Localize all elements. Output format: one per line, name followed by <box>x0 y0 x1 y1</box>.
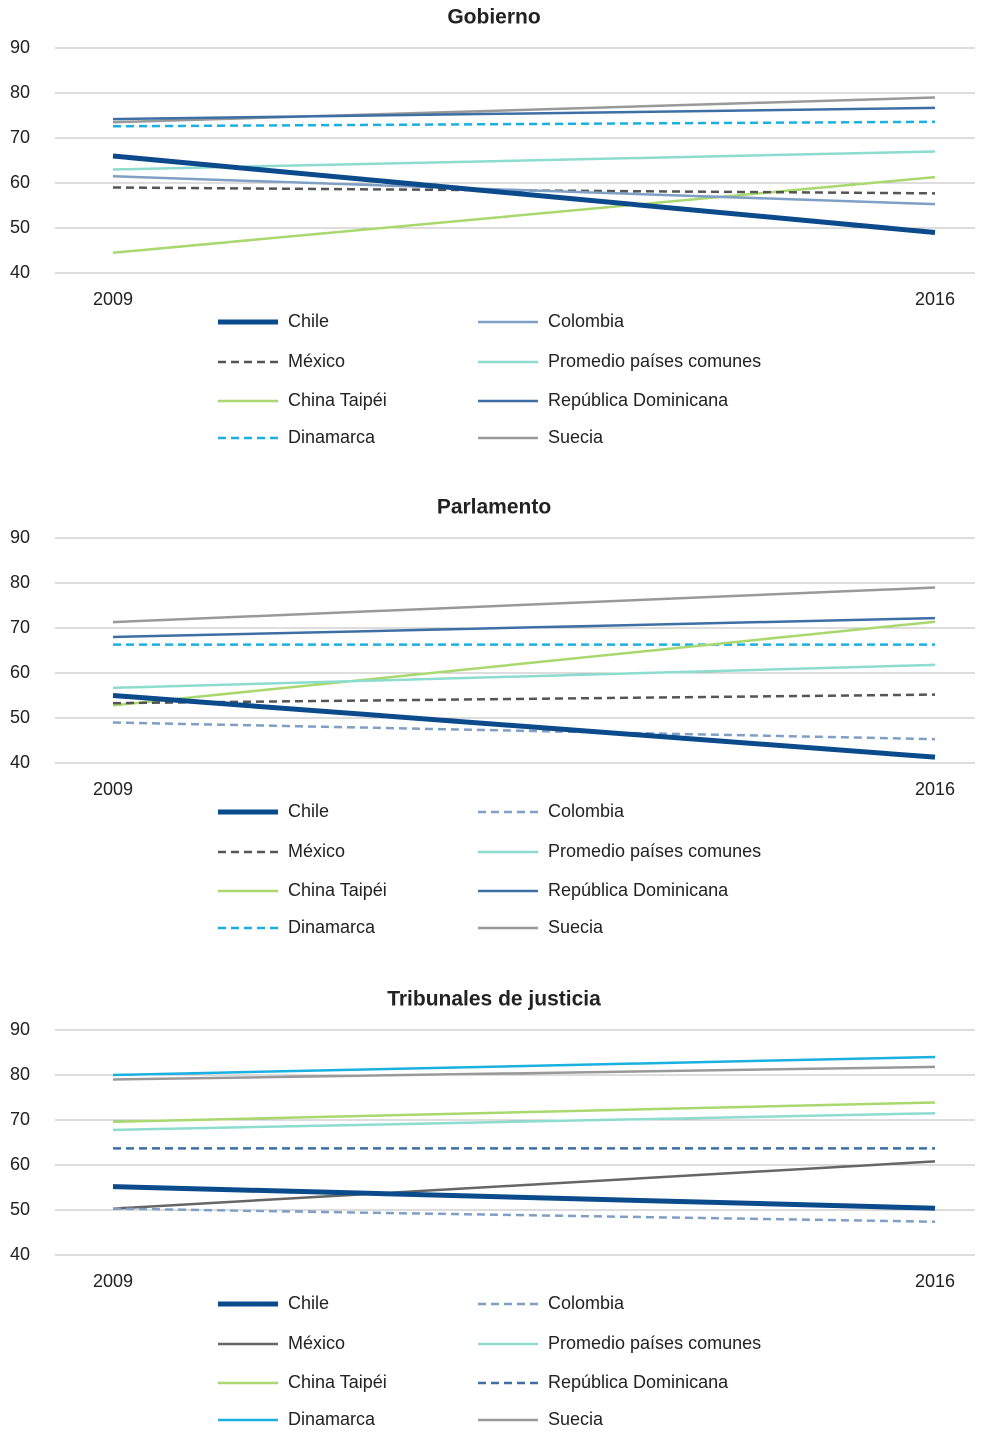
y-tick-label: 50 <box>10 707 30 727</box>
series-line <box>112 721 936 741</box>
series-line <box>112 1112 936 1132</box>
y-tick-label: 60 <box>10 1154 30 1174</box>
x-tick-label: 2009 <box>93 289 133 309</box>
legend-label: Colombia <box>548 311 625 331</box>
series-line <box>112 1101 936 1124</box>
chart-title: Gobierno <box>447 6 540 29</box>
series-line <box>112 106 936 121</box>
legend-label: China Taipéi <box>288 390 387 410</box>
series-line <box>112 586 936 624</box>
series-line <box>112 616 936 639</box>
legend-label: Suecia <box>548 1409 604 1429</box>
legend-label: Chile <box>288 801 329 821</box>
series-line <box>112 1160 936 1210</box>
series-line <box>112 120 936 128</box>
series-line <box>112 1207 936 1223</box>
legend-label: Colombia <box>548 801 625 821</box>
legend-label: Dinamarca <box>288 427 376 447</box>
x-tick-label: 2016 <box>915 289 955 309</box>
series-line <box>112 693 936 760</box>
legend-label: República Dominicana <box>548 390 729 410</box>
series-line <box>112 1055 936 1077</box>
legend-label: Colombia <box>548 1293 625 1313</box>
chart-title: Parlamento <box>437 496 551 519</box>
legend-label: Promedio países comunes <box>548 1333 761 1353</box>
legend-label: Dinamarca <box>288 1409 376 1429</box>
y-tick-label: 60 <box>10 662 30 682</box>
series-line <box>112 693 936 705</box>
series-line <box>112 175 936 206</box>
legend-label: México <box>288 1333 345 1353</box>
y-tick-label: 70 <box>10 1109 30 1129</box>
y-tick-label: 80 <box>10 1064 30 1084</box>
chart-title: Tribunales de justicia <box>387 988 601 1011</box>
legend-label: República Dominicana <box>548 880 729 900</box>
series-line <box>112 1065 936 1081</box>
legend-label: Dinamarca <box>288 917 376 937</box>
x-tick-label: 2009 <box>93 1271 133 1291</box>
y-tick-label: 40 <box>10 262 30 282</box>
legend-label: Chile <box>288 1293 329 1313</box>
y-tick-label: 80 <box>10 82 30 102</box>
y-tick-label: 70 <box>10 617 30 637</box>
y-tick-label: 90 <box>10 1019 30 1039</box>
legend-label: China Taipéi <box>288 880 387 900</box>
series-line <box>112 175 936 254</box>
legend-label: Promedio países comunes <box>548 351 761 371</box>
y-tick-label: 40 <box>10 752 30 772</box>
legend-label: México <box>288 351 345 371</box>
y-tick-label: 90 <box>10 527 30 547</box>
legend-label: Suecia <box>548 427 604 447</box>
series-line <box>112 1184 936 1211</box>
y-tick-label: 80 <box>10 572 30 592</box>
legend-label: Suecia <box>548 917 604 937</box>
x-tick-label: 2016 <box>915 779 955 799</box>
x-tick-label: 2016 <box>915 1271 955 1291</box>
y-tick-label: 50 <box>10 217 30 237</box>
legend-label: Promedio países comunes <box>548 841 761 861</box>
legend-label: China Taipéi <box>288 1372 387 1392</box>
y-tick-label: 70 <box>10 127 30 147</box>
y-tick-label: 60 <box>10 172 30 192</box>
series-line <box>112 620 936 707</box>
x-tick-label: 2009 <box>93 779 133 799</box>
series-line <box>112 186 936 195</box>
legend-label: México <box>288 841 345 861</box>
series-line <box>112 153 936 235</box>
y-tick-label: 50 <box>10 1199 30 1219</box>
legend-label: República Dominicana <box>548 1372 729 1392</box>
y-tick-label: 90 <box>10 37 30 57</box>
y-tick-label: 40 <box>10 1244 30 1264</box>
series-line <box>112 663 936 690</box>
legend-label: Chile <box>288 311 329 331</box>
